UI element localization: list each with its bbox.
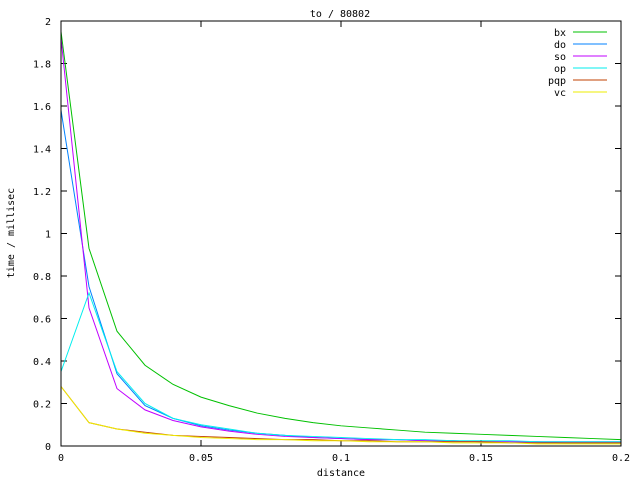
series-line-vc: [60, 386, 621, 445]
y-tick-label: 0.2: [33, 400, 51, 411]
y-tick-label: 0: [45, 442, 51, 453]
x-tick-label: 0.1: [332, 453, 350, 464]
series-line-do: [60, 110, 621, 444]
legend-label-bx: bx: [554, 28, 566, 39]
series-line-bx: [60, 31, 622, 441]
x-tick-label: 0: [58, 453, 64, 464]
y-tick-label: 1: [45, 230, 51, 241]
legend-label-op: op: [554, 64, 566, 75]
y-tick-label: 0.8: [33, 272, 51, 283]
series-line-so: [60, 37, 621, 443]
plot-border: [60, 20, 622, 447]
x-tick-label: 0.05: [189, 453, 213, 464]
y-axis-label: time / millisec: [6, 188, 17, 278]
y-tick-label: 1.8: [33, 60, 51, 71]
x-axis-label: distance: [317, 468, 365, 479]
legend-label-pqp: pqp: [548, 76, 566, 87]
x-tick-label: 0.2: [612, 453, 630, 464]
series-line-pqp: [60, 386, 621, 444]
legend-label-so: so: [554, 52, 566, 63]
chart-title: to / 80802: [310, 9, 370, 20]
y-tick-label: 0.4: [33, 357, 51, 368]
y-tick-label: 1.2: [33, 187, 51, 198]
series-line-op: [60, 291, 621, 443]
y-tick-label: 0.6: [33, 315, 51, 326]
x-tick-label: 0.15: [469, 453, 493, 464]
y-tick-label: 1.6: [33, 102, 51, 113]
legend-label-vc: vc: [554, 88, 566, 99]
legend-label-do: do: [554, 40, 566, 51]
y-tick-label: 1.4: [33, 145, 51, 156]
y-tick-label: 2: [45, 17, 51, 28]
